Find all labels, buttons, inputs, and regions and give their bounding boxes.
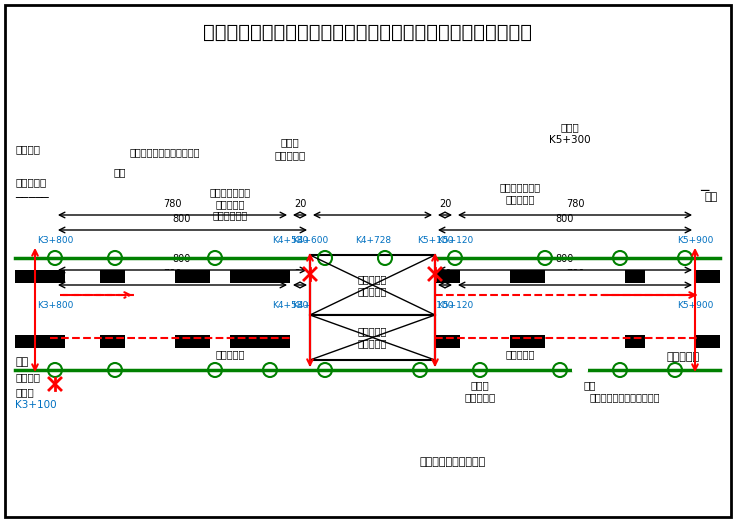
Bar bbox=[125, 270, 175, 283]
Bar bbox=[210, 335, 230, 348]
Text: K4+580: K4+580 bbox=[272, 236, 308, 245]
Bar bbox=[390, 270, 410, 283]
Text: 防护栅栏: 防护栅栏 bbox=[15, 144, 40, 154]
Text: 移动停车信号牌: 移动停车信号牌 bbox=[500, 337, 540, 347]
Text: 显示停车手信号的防护人员: 显示停车手信号的防护人员 bbox=[130, 147, 200, 157]
Text: 作业门: 作业门 bbox=[15, 387, 34, 397]
Text: 焦柳下行线: 焦柳下行线 bbox=[15, 177, 46, 187]
Text: 段施工地点: 段施工地点 bbox=[358, 286, 387, 296]
Text: 王家云: 王家云 bbox=[470, 380, 489, 390]
Text: K5+120: K5+120 bbox=[437, 301, 473, 310]
Bar bbox=[460, 335, 510, 348]
Text: 段施工地点: 段施工地点 bbox=[358, 338, 387, 349]
Text: 转体及合龙: 转体及合龙 bbox=[358, 274, 387, 284]
Text: K5+100: K5+100 bbox=[417, 236, 453, 245]
Text: 移动停车信号牌: 移动停车信号牌 bbox=[210, 187, 250, 197]
Text: 780: 780 bbox=[566, 199, 584, 209]
Bar bbox=[390, 335, 410, 348]
Text: K3+100: K3+100 bbox=[15, 400, 57, 410]
Text: （信号灯）: （信号灯） bbox=[506, 194, 534, 204]
Bar bbox=[210, 270, 230, 283]
Bar bbox=[460, 270, 510, 283]
Text: 转体及合龙: 转体及合龙 bbox=[358, 326, 387, 337]
Text: 780: 780 bbox=[566, 269, 584, 279]
Text: 防护栅栏: 防护栅栏 bbox=[15, 372, 40, 382]
Bar bbox=[290, 335, 340, 348]
Text: 移动停车信号牌: 移动停车信号牌 bbox=[500, 182, 540, 192]
Text: K4+600: K4+600 bbox=[292, 236, 328, 245]
Bar bbox=[645, 270, 695, 283]
Bar bbox=[15, 335, 720, 348]
Text: 20: 20 bbox=[439, 199, 451, 209]
Text: ─: ─ bbox=[700, 184, 708, 198]
Text: K4+600: K4+600 bbox=[292, 301, 328, 310]
Text: 苏瑞波: 苏瑞波 bbox=[280, 137, 300, 147]
Text: 注：本图尺寸以米计。: 注：本图尺寸以米计。 bbox=[420, 457, 486, 467]
Text: K4+580: K4+580 bbox=[272, 301, 308, 310]
Text: 焦柁: 焦柁 bbox=[15, 357, 28, 367]
Bar bbox=[645, 335, 695, 348]
Bar bbox=[310, 315, 435, 360]
Text: 20: 20 bbox=[294, 269, 306, 279]
Text: 800: 800 bbox=[173, 254, 191, 264]
Circle shape bbox=[573, 363, 587, 377]
Text: 800: 800 bbox=[556, 214, 574, 224]
Text: K5+100: K5+100 bbox=[417, 301, 453, 310]
Text: 近端防护员: 近端防护员 bbox=[275, 150, 305, 160]
Text: 焦柳上行线: 焦柳上行线 bbox=[667, 352, 700, 362]
Text: 沁阳: 沁阳 bbox=[705, 192, 718, 202]
Text: 九府庄丹河特大桥跨越焦柳线转体及合龙段施工封锁人员走行图: 九府庄丹河特大桥跨越焦柳线转体及合龙段施工封锁人员走行图 bbox=[203, 22, 533, 42]
Text: K4+704: K4+704 bbox=[355, 301, 391, 310]
Text: 显示停车手信号的防护人员: 显示停车手信号的防护人员 bbox=[590, 392, 660, 402]
Bar bbox=[290, 270, 340, 283]
Text: K5+120: K5+120 bbox=[437, 236, 473, 245]
Text: 20: 20 bbox=[294, 199, 306, 209]
Bar bbox=[545, 270, 625, 283]
Bar bbox=[65, 270, 100, 283]
Text: K5+900: K5+900 bbox=[677, 301, 713, 310]
Bar bbox=[125, 335, 175, 348]
Text: 人员行走路线: 人员行走路线 bbox=[213, 210, 247, 220]
Text: 近端防护员: 近端防护员 bbox=[464, 392, 495, 402]
Text: （信号灯）: （信号灯） bbox=[216, 349, 244, 359]
Bar bbox=[545, 335, 625, 348]
Text: （信号灯）: （信号灯） bbox=[216, 199, 244, 209]
Text: K3+800: K3+800 bbox=[37, 236, 73, 245]
Text: 蒋伟: 蒋伟 bbox=[584, 380, 596, 390]
Bar bbox=[65, 335, 100, 348]
Text: K4+728: K4+728 bbox=[355, 236, 391, 245]
Text: 800: 800 bbox=[173, 214, 191, 224]
Bar bbox=[15, 270, 720, 283]
Text: 780: 780 bbox=[163, 269, 181, 279]
Text: 800: 800 bbox=[556, 254, 574, 264]
Text: ─────: ───── bbox=[15, 192, 49, 202]
Text: K3+800: K3+800 bbox=[37, 301, 73, 310]
Text: （信号灯）: （信号灯） bbox=[506, 349, 534, 359]
Text: 780: 780 bbox=[163, 199, 181, 209]
Text: K5+900: K5+900 bbox=[677, 236, 713, 245]
Text: 移动停车信号牌: 移动停车信号牌 bbox=[210, 337, 250, 347]
Text: 栗勇: 栗勇 bbox=[114, 167, 127, 177]
Circle shape bbox=[113, 193, 127, 207]
Text: K5+300: K5+300 bbox=[549, 135, 591, 145]
Text: 作业门: 作业门 bbox=[561, 122, 579, 132]
Bar bbox=[310, 255, 435, 315]
Text: 20: 20 bbox=[439, 269, 451, 279]
